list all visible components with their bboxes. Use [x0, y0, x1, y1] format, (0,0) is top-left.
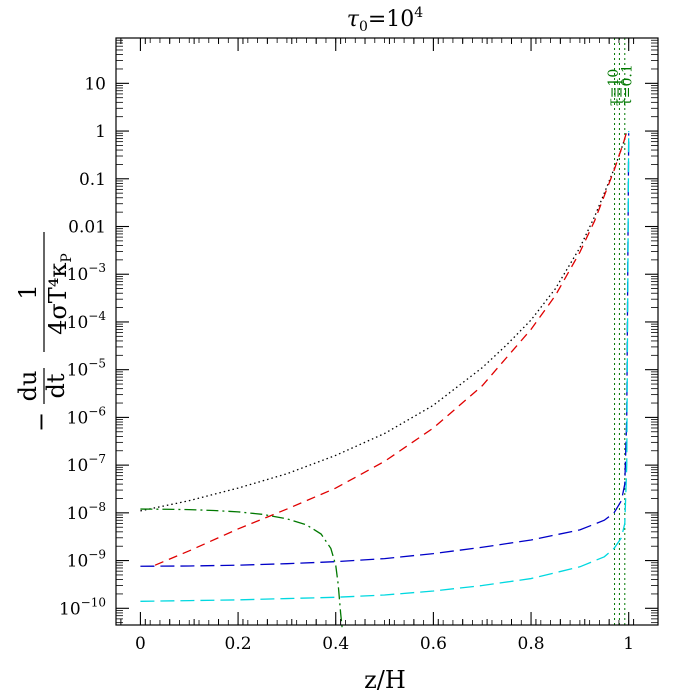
y-tick-label: 0.1: [79, 170, 106, 190]
series-line-2: [154, 133, 627, 566]
ylabel-dt: dt: [42, 373, 70, 398]
ylabel-one: 1: [14, 284, 42, 299]
y-tick-label: 10−4: [67, 309, 107, 333]
series-line-5: [140, 508, 343, 628]
series-line-1: [140, 133, 627, 512]
y-tick-exponent: −9: [88, 548, 106, 562]
y-tick-exponent: −3: [88, 261, 106, 275]
y-tick-label: 10−8: [67, 500, 106, 524]
series-line-3: [140, 133, 630, 567]
y-tick-base: 10: [67, 265, 89, 285]
y-tick-base: 10: [67, 504, 89, 524]
title-sub: 0: [359, 19, 368, 35]
y-tick-label: 10−9: [67, 548, 106, 572]
title-rest: =10: [368, 7, 414, 32]
y-tick-base: 10: [67, 552, 89, 572]
y-tick-exponent: −6: [88, 404, 106, 418]
y-tick-exponent: −8: [88, 500, 106, 514]
y-tick-base: 10: [67, 361, 89, 381]
y-tick-exponent: −4: [88, 309, 106, 323]
y-tick-base: 10: [67, 313, 89, 333]
y-tick-label: 10: [84, 74, 106, 94]
y-tick-label: 10−7: [67, 452, 106, 476]
tau-annotation: τ=1: [612, 78, 628, 106]
x-tick-label: 0.6: [420, 634, 447, 654]
y-tick-base: 10: [67, 456, 89, 476]
ylabel-den-main: 4σT⁴κ: [44, 263, 72, 335]
title-sup: 4: [414, 5, 423, 21]
chart-title: τ0=104: [347, 5, 424, 35]
y-tick-label: 10−6: [67, 404, 106, 428]
y-axis-label: − du dt 1 4σT⁴κP: [14, 232, 75, 432]
y-tick-exponent: −10: [81, 595, 106, 609]
x-tick-label: 0.8: [518, 634, 545, 654]
ylabel-minus: −: [27, 412, 55, 432]
ylabel-du: du: [14, 371, 42, 402]
x-tick-label: 0.2: [225, 634, 252, 654]
series-layer: [140, 38, 630, 628]
y-tick-base: 10: [67, 408, 89, 428]
y-tick-label: 0.01: [68, 218, 106, 238]
y-tick-exponent: −5: [88, 357, 106, 371]
ylabel-den-sub: P: [59, 253, 75, 262]
y-tick-label: 10−3: [67, 261, 106, 285]
y-tick-exponent: −7: [88, 452, 106, 466]
x-tick-label: 1: [623, 634, 634, 654]
ticks-layer: 0 0.2 0.4 0.6 0.8 11010.10.0110−310−410−510−6…: [59, 38, 658, 654]
y-tick-base: 10: [59, 599, 81, 619]
title-base: τ: [347, 7, 360, 32]
y-tick-label: 10−5: [67, 357, 106, 381]
series-line-4: [140, 131, 630, 602]
y-tick-label: 1: [95, 122, 106, 142]
x-tick-label: 0: [135, 634, 146, 654]
tau-annotation: τ=0.1: [620, 64, 636, 106]
ylabel-denominator: 4σT⁴κP: [44, 253, 75, 335]
x-tick-label: 0.4: [322, 634, 349, 654]
tau-annotation: τ=10: [606, 69, 622, 106]
plot-frame: [115, 37, 659, 626]
x-axis-label: z/H: [364, 666, 406, 694]
y-tick-label: 10−10: [59, 595, 106, 619]
